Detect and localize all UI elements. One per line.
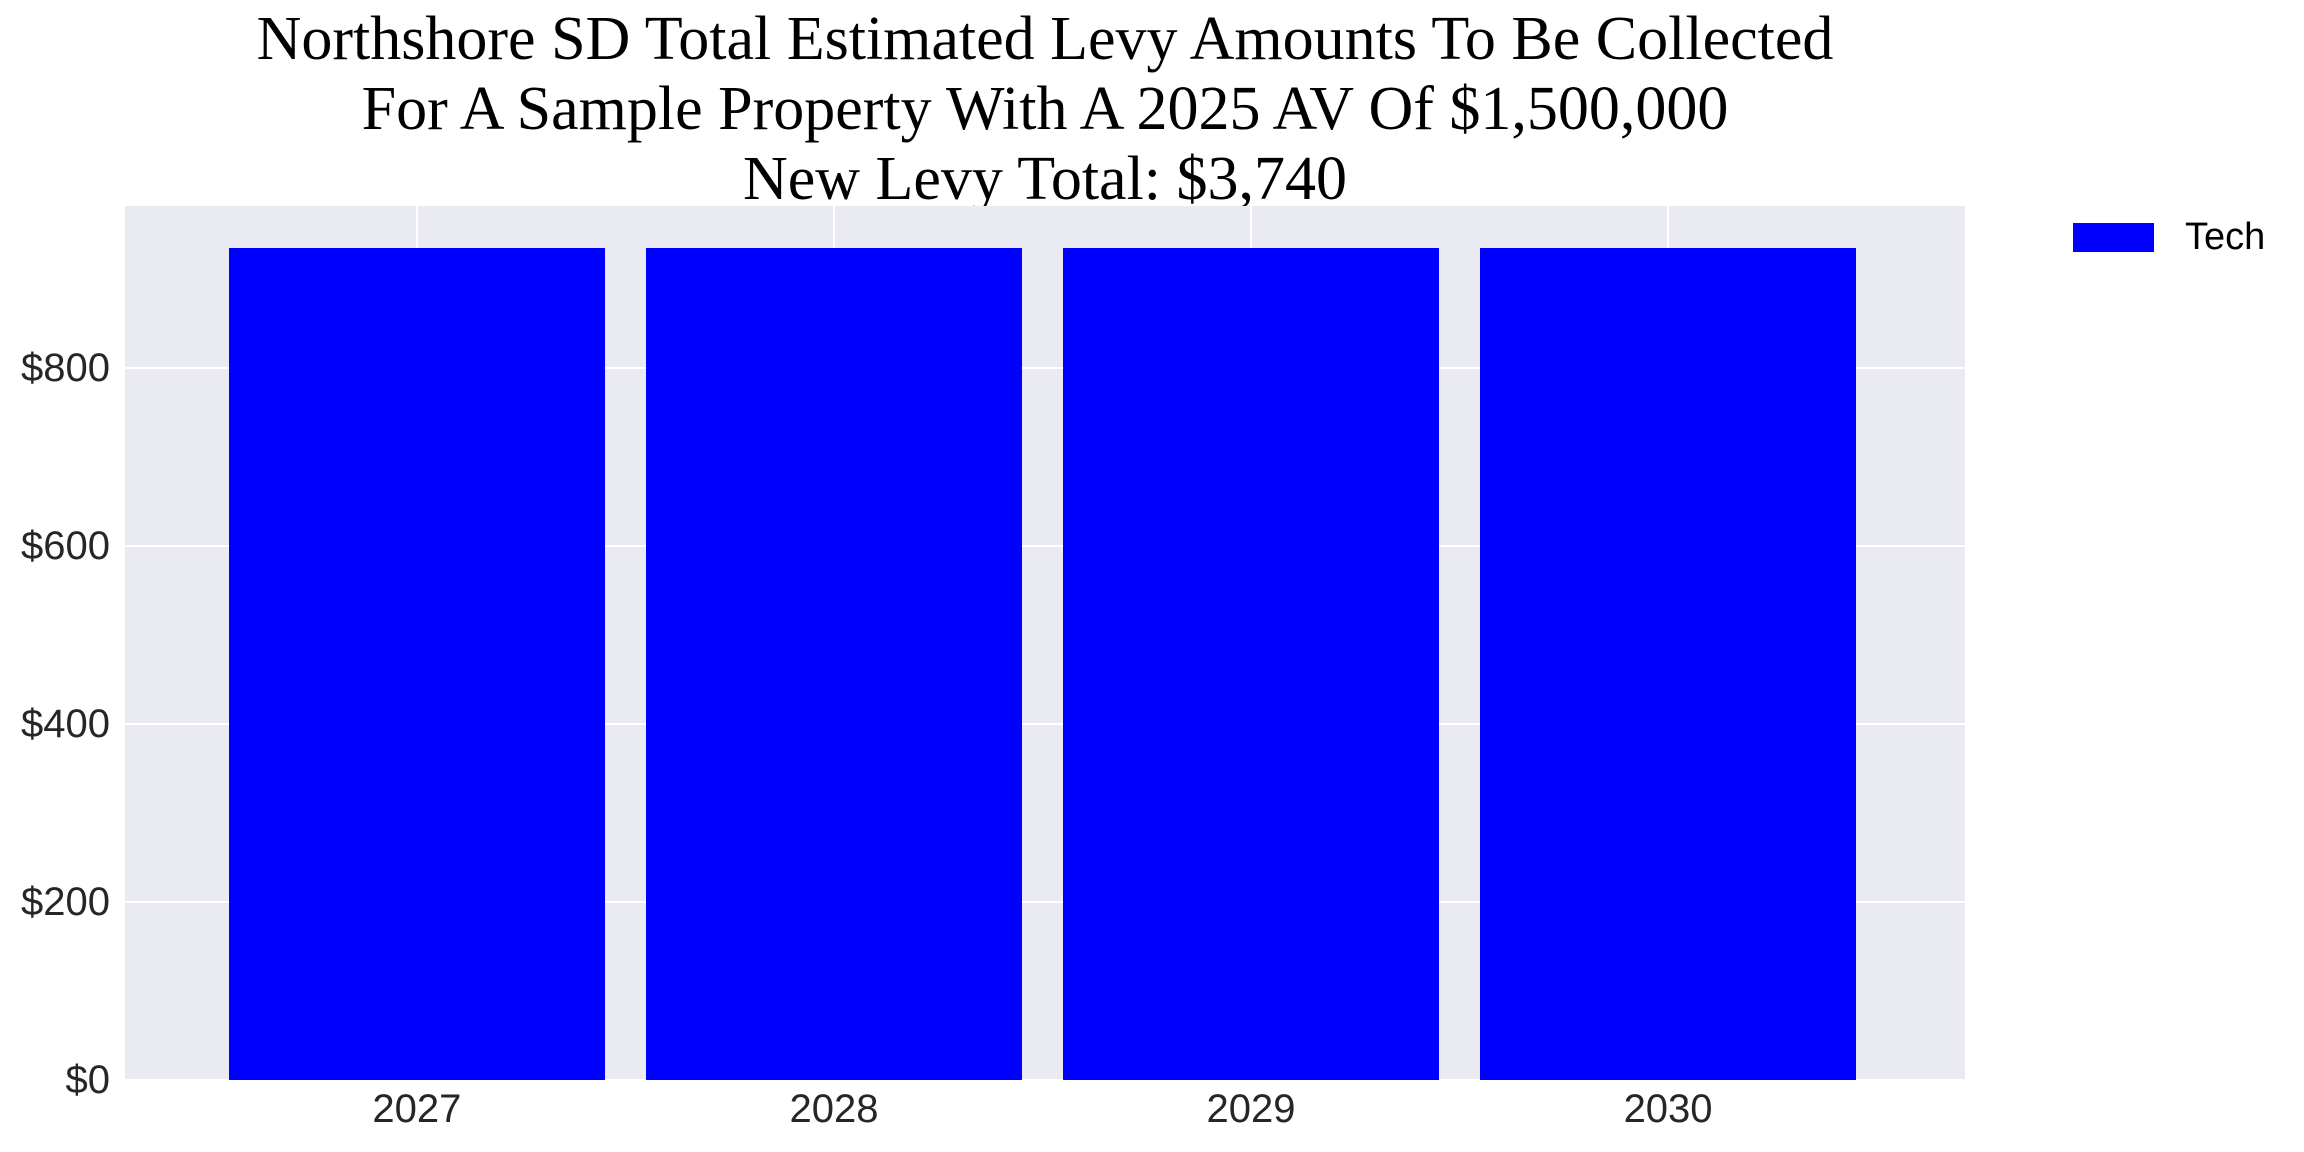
bar-2029 xyxy=(1063,247,1439,1080)
gridline-horizontal xyxy=(125,1079,1965,1081)
gridline-horizontal xyxy=(125,722,1965,725)
legend-swatch-tech xyxy=(2073,222,2154,252)
gridline-horizontal xyxy=(125,366,1965,369)
bar-2027 xyxy=(229,247,605,1080)
x-tick-label: 2027 xyxy=(372,1087,462,1131)
x-tick-label: 2030 xyxy=(1623,1087,1713,1131)
x-tick-label: 2028 xyxy=(789,1087,879,1131)
plot-area xyxy=(125,206,1965,1081)
chart-title-line-3: New Levy Total: $3,740 xyxy=(742,145,1348,213)
chart-title: Northshore SD Total Estimated Levy Amoun… xyxy=(125,4,1965,214)
y-tick-label: $400 xyxy=(21,701,110,746)
x-tick-label: 2029 xyxy=(1206,1087,1296,1131)
y-tick-label: $600 xyxy=(21,523,110,568)
chart-title-line-1: Northshore SD Total Estimated Levy Amoun… xyxy=(256,5,1834,73)
legend-label-tech: Tech xyxy=(2185,216,2266,258)
bar-2028 xyxy=(646,247,1022,1080)
legend: Tech xyxy=(2073,216,2265,258)
chart-title-line-2: For A Sample Property With A 2025 AV Of … xyxy=(361,75,1729,143)
gridline-horizontal xyxy=(125,544,1965,547)
y-tick-label: $200 xyxy=(21,879,110,924)
y-tick-label: $800 xyxy=(21,345,110,390)
bar-2030 xyxy=(1480,247,1856,1080)
y-tick-label: $0 xyxy=(65,1058,111,1102)
gridline-horizontal xyxy=(125,900,1965,903)
